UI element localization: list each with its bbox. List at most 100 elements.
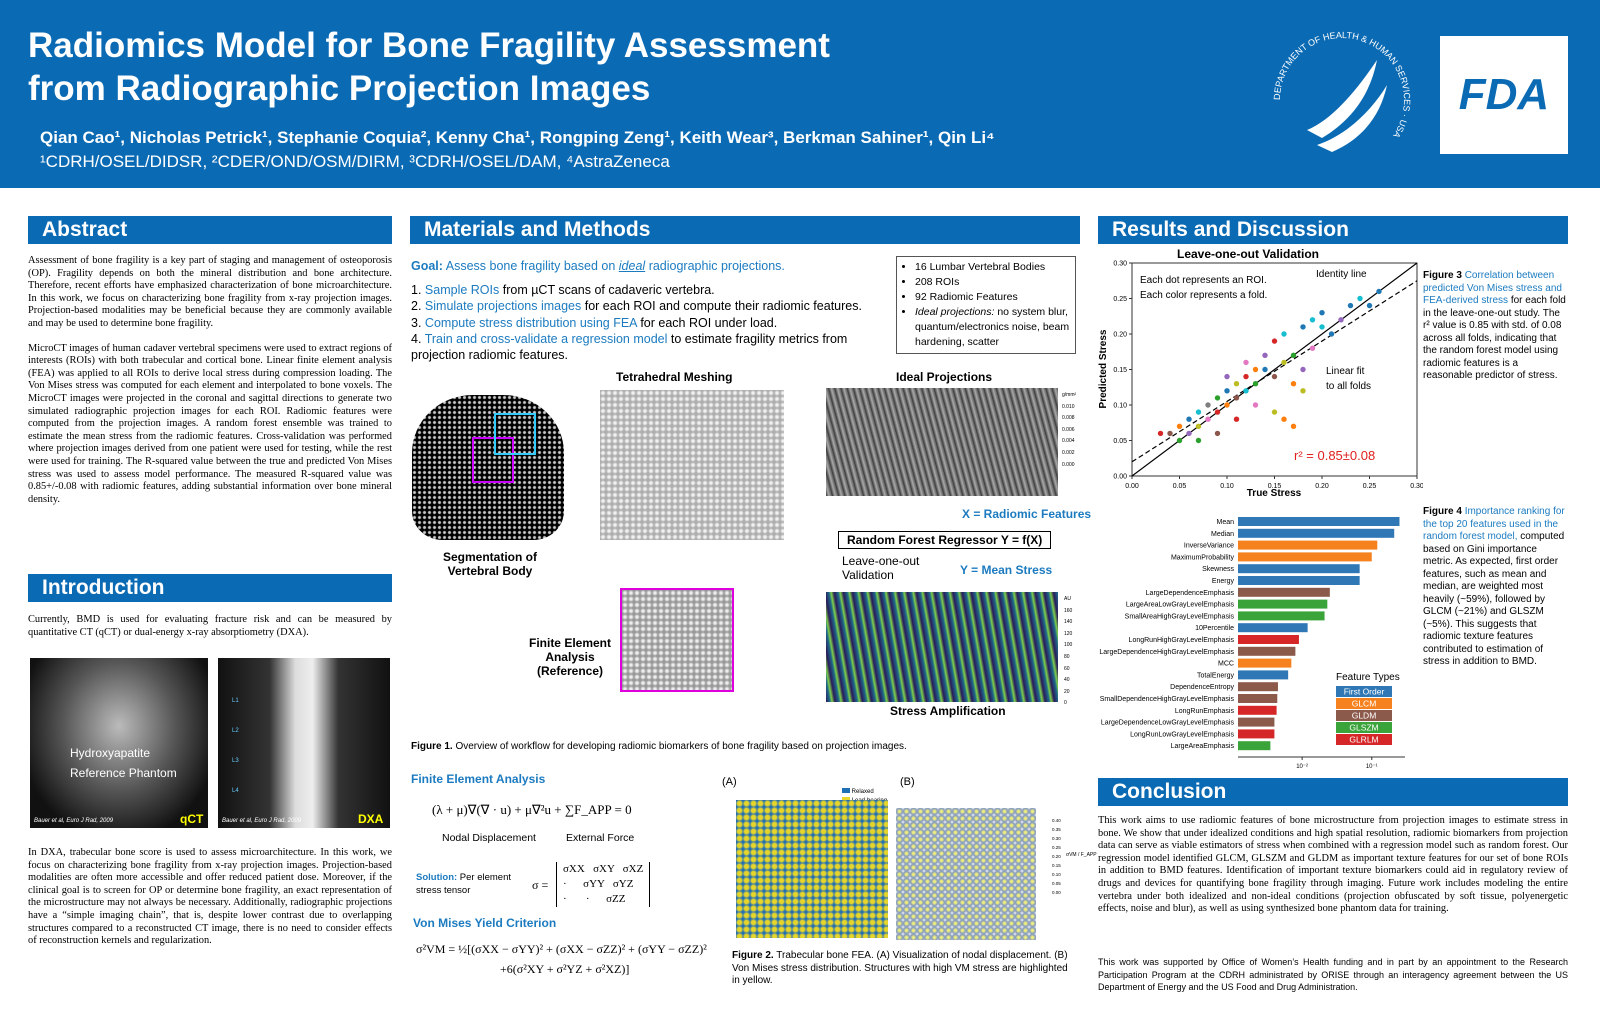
point (1300, 366, 1306, 373)
caption-label: Figure 1. (411, 741, 453, 752)
colorbar-tick: 160 (1064, 607, 1073, 614)
point (1319, 310, 1325, 316)
colorbar-unit: AU (1064, 596, 1071, 602)
point (1347, 302, 1354, 309)
subheading: Finite Element Analysis (411, 772, 546, 786)
figure-label: Tetrahedral Meshing (616, 370, 733, 384)
bar (1238, 540, 1378, 550)
fda-logo: FDA (1440, 36, 1568, 154)
step-text: to estimate fragility metrics from proje… (411, 331, 848, 363)
title: Radiomics Model for Bone Fragility Asses… (28, 24, 830, 110)
y-tick-label: MaximumProbability (1171, 554, 1235, 561)
tensor: σXX σXY σXZ · σYY σYZ · · σZZ (556, 862, 651, 907)
equation: (λ + μ)∇(∇ · u) + μ∇²u + ∑F_APP = 0 (432, 802, 632, 817)
image-label: Reference Phantom (70, 766, 177, 780)
legend-label: GLSZM (1349, 723, 1378, 733)
bar (1238, 528, 1395, 538)
point (1300, 324, 1306, 330)
fact: Ideal projections: no system blur, quant… (915, 305, 1071, 350)
point (1281, 416, 1287, 422)
steps: 1. Sample ROIs from µCT scans of cadaver… (411, 282, 881, 363)
tensor-row: · σYY σYZ (563, 878, 634, 890)
annotation: Identity line (1316, 269, 1367, 280)
bar (1238, 599, 1328, 609)
chart-title: Leave-one-out Validation (1177, 247, 1319, 261)
legend-item: Relaxed (842, 788, 887, 797)
legend-title: Feature Types (1336, 672, 1400, 683)
goal-text: ideal (618, 259, 646, 273)
y-tick-label: Energy (1212, 578, 1235, 585)
facts-list: 16 Lumbar Vertebral Bodies208 ROIs92 Rad… (901, 260, 1071, 350)
bar (1238, 552, 1372, 562)
point (1309, 317, 1316, 323)
title-line: Radiomics Model for Bone Fragility Asses… (28, 26, 830, 65)
bar (1238, 717, 1275, 727)
equation-label: External Force (566, 832, 635, 844)
section-heading: Results and Discussion (1098, 216, 1568, 244)
image-tag: DXA (358, 812, 384, 826)
annotation: Each dot represents an ROI. (1140, 275, 1267, 286)
step-number: 4. (411, 331, 422, 346)
section-heading: Conclusion (1098, 778, 1568, 806)
regressor-box: Random Forest Regressor Y = f(X) (838, 531, 1052, 549)
point (1281, 359, 1287, 366)
facts-box: 16 Lumbar Vertebral Bodies208 ROIs92 Rad… (896, 256, 1076, 354)
y-tick-label: LargeDependenceHighGrayLevelEmphasis (1099, 649, 1234, 656)
colorbar-tick: 40 (1064, 677, 1070, 684)
bar (1238, 682, 1278, 692)
image-label: L3 (232, 758, 239, 764)
y-tick-label: LargeDependenceLowGrayLevelEmphasis (1101, 720, 1235, 727)
paragraph: MicroCT images of human cadaver vertebra… (28, 342, 392, 505)
y-tick-label: MCC (1218, 661, 1234, 668)
qct-image: Hydroxyapatite Reference Phantom Bauer e… (30, 658, 208, 828)
legend-label: GLRLM (1349, 735, 1378, 745)
segmentation-image (412, 395, 564, 540)
projection-images (826, 388, 1058, 496)
legend-swatch (1336, 710, 1392, 721)
bar (1238, 564, 1360, 574)
point (1157, 430, 1164, 437)
fact-text: no system blur, quantum/electronics nois… (915, 306, 1070, 348)
legend-label: GLCM (1352, 699, 1377, 709)
point (1224, 388, 1230, 394)
point (1233, 395, 1240, 401)
y-tick-label: 0.20 (1113, 332, 1127, 339)
point (1176, 423, 1183, 429)
point (1195, 409, 1202, 415)
point (1186, 416, 1192, 422)
point (1300, 388, 1306, 394)
point (1176, 437, 1183, 444)
y-tick-label: 0.15 (1113, 367, 1127, 374)
step-text: from µCT scans of cadaveric vertebra. (502, 283, 715, 297)
point (1233, 381, 1240, 387)
x-tick-label: 10⁻¹ (1366, 764, 1378, 770)
point (1366, 302, 1373, 309)
fact: 92 Radiomic Features (915, 290, 1071, 305)
seal-eagle (1307, 60, 1387, 152)
hhs-seal: DEPARTMENT OF HEALTH & HUMAN SERVICES · … (1272, 30, 1412, 152)
title-line: from Radiographic Projection Images (28, 69, 651, 108)
y-tick-label: InverseVariance (1184, 543, 1234, 550)
importance-chart: Mean Median InverseVariance MaximumProbabil… (1099, 517, 1405, 770)
caption-text: Overview of workflow for developing radi… (455, 741, 907, 752)
figure-label: Y = Mean Stress (960, 563, 1053, 577)
point (1262, 352, 1268, 358)
colorbar-tick: 120 (1064, 630, 1073, 637)
subheading: Von Mises Yield Criterion (413, 916, 557, 930)
figure-label: Stress Amplification (890, 704, 1006, 718)
colorbar-tick: 0.000 (1062, 461, 1075, 468)
figure-label: Leave-one-out Validation (842, 554, 920, 582)
x-tick-label: 0.15 (1268, 483, 1282, 490)
caption-text: computed based on Gini importance metric… (1423, 531, 1565, 667)
point (1214, 430, 1221, 437)
point (1224, 373, 1230, 380)
point (1205, 402, 1211, 408)
colorbar-tick: 100 (1064, 642, 1073, 649)
step-text: for each ROI and compute their radiomic … (584, 299, 862, 314)
step-link: Train and cross-validate a regression mo… (424, 331, 668, 346)
affiliations: ¹CDRH/OSEL/DIDSR, ²CDER/OND/OSM/DIRM, ³C… (40, 152, 670, 171)
header (0, 0, 1600, 188)
panel-label: (A) (722, 776, 737, 788)
point (1319, 324, 1325, 330)
